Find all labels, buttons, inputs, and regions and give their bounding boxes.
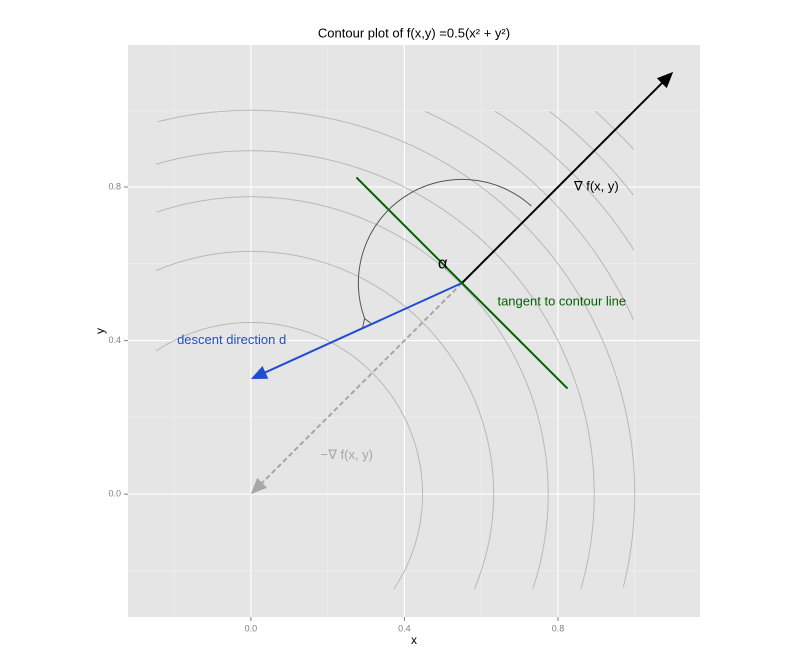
annotation: descent direction d (177, 332, 286, 347)
arrow-head (250, 477, 268, 495)
contour-line (155, 250, 495, 590)
contour-line (156, 150, 595, 589)
annotation: α (438, 253, 448, 272)
arc-arrow-head (362, 317, 373, 328)
x-tick-label: 0.8 (552, 623, 565, 633)
y-axis-title: y (93, 328, 107, 334)
contour-line (156, 196, 549, 589)
contour-line (157, 109, 636, 588)
x-axis-title: x (411, 633, 417, 647)
arrow-head (250, 365, 269, 379)
arrow-shaft (461, 80, 665, 284)
annotation: tangent to contour line (497, 294, 626, 309)
arrow-shaft (262, 282, 463, 375)
angle-arc (357, 178, 532, 319)
y-tick-label: 0.8 (108, 181, 121, 191)
arrow-head (656, 71, 674, 89)
y-tick-label: 0.4 (108, 335, 121, 345)
x-tick-label: 0.4 (398, 623, 411, 633)
chart-title: Contour plot of f(x,y) =0.5(x² + y²) (318, 25, 510, 40)
arrow-shaft (355, 176, 569, 390)
x-tick-label: 0.0 (245, 623, 258, 633)
y-tick-label: 0.0 (108, 489, 121, 499)
annotation: −∇ f(x, y) (321, 447, 373, 462)
annotation: ∇ f(x, y) (573, 178, 619, 193)
